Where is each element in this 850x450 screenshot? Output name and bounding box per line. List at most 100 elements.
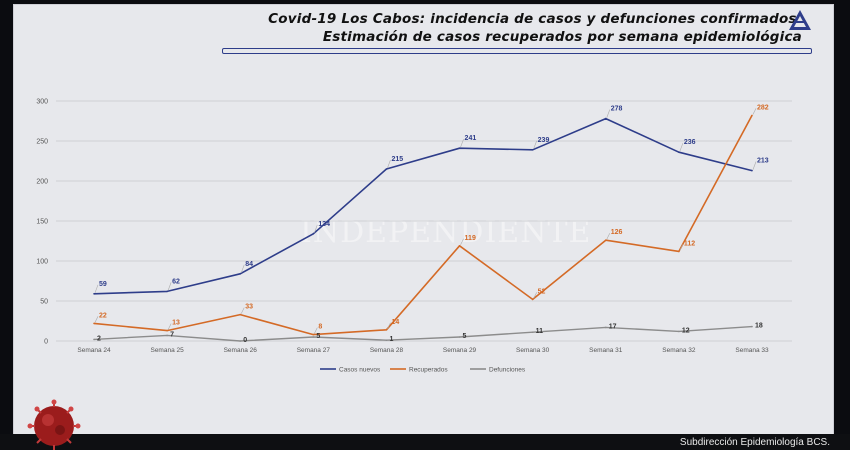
data-point-recuperados [751, 114, 753, 117]
legend-label-defunciones: Defunciones [489, 367, 526, 374]
y-tick-label: 300 [36, 99, 48, 106]
title-line-1: Covid-19 Los Cabos: incidencia de casos … [268, 11, 802, 27]
data-point-defunciones [678, 330, 680, 333]
data-label-leader [167, 282, 172, 291]
data-label-leader [94, 316, 99, 323]
data-label-casos: 62 [172, 278, 180, 285]
data-label-casos: 239 [538, 137, 550, 144]
data-label-leader [167, 323, 172, 330]
data-label-defunciones: 18 [755, 323, 763, 330]
y-tick-label: 250 [36, 139, 48, 146]
data-label-casos: 236 [684, 139, 696, 146]
data-point-recuperados [678, 250, 680, 253]
series-line-defunciones [93, 325, 753, 342]
x-tick-label: Semana 29 [443, 347, 477, 354]
data-label-defunciones: 5 [463, 333, 467, 340]
data-label-casos: 213 [757, 158, 769, 165]
data-label-leader [606, 233, 611, 240]
data-label-leader [606, 109, 611, 118]
data-point-recuperados [166, 329, 168, 332]
data-label-leader [387, 322, 391, 329]
legend-label-casos: Casos nuevos [339, 367, 381, 374]
data-point-casos [312, 233, 315, 235]
data-label-recuperados: 112 [684, 240, 695, 247]
data-point-recuperados [604, 239, 607, 241]
x-tick-label: Semana 32 [662, 347, 696, 354]
y-tick-label: 100 [36, 259, 48, 266]
data-label-defunciones: 11 [536, 328, 544, 335]
data-label-casos: 215 [391, 156, 403, 163]
data-point-casos [458, 147, 461, 149]
data-label-leader [460, 139, 464, 148]
data-label-defunciones: 7 [170, 331, 174, 338]
data-point-defunciones [93, 338, 95, 341]
data-point-casos [93, 293, 95, 295]
data-label-leader [94, 284, 99, 293]
series-line-recuperados [93, 115, 753, 336]
data-point-recuperados [93, 322, 95, 325]
data-label-leader [752, 108, 757, 115]
data-label-leader [240, 307, 245, 314]
legend-label-recuperados: Recuperados [409, 367, 448, 374]
data-point-casos [604, 117, 607, 120]
x-tick-label: Semana 30 [516, 347, 550, 354]
data-point-defunciones [531, 331, 534, 334]
data-point-defunciones [751, 325, 753, 328]
data-point-casos [751, 169, 753, 172]
y-tick-label: 200 [36, 179, 48, 186]
title-underline [222, 48, 812, 54]
slide-background [13, 4, 834, 436]
data-label-recuperados: 33 [245, 304, 253, 311]
data-label-recuperados: 119 [465, 235, 476, 242]
data-label-leader [533, 292, 537, 299]
chart-title: Covid-19 Los Cabos: incidencia de casos … [268, 10, 802, 46]
data-point-casos [678, 151, 680, 153]
y-tick-label: 150 [36, 219, 48, 226]
data-label-recuperados: 8 [318, 324, 322, 331]
x-tick-label: Semana 25 [150, 347, 184, 354]
data-point-casos [385, 168, 388, 170]
title-line-2: Estimación de casos recuperados por sema… [322, 29, 802, 45]
data-label-recuperados: 14 [391, 319, 399, 326]
data-label-defunciones: 2 [97, 335, 101, 342]
data-label-defunciones: 17 [609, 323, 617, 330]
series-line-casos [93, 117, 753, 295]
footer-bar [0, 434, 850, 450]
data-label-leader [679, 143, 684, 152]
data-label-recuperados: 126 [611, 229, 623, 236]
data-label-defunciones: 0 [243, 337, 247, 344]
data-label-leader [314, 224, 318, 233]
triangle-logo-icon [789, 10, 811, 30]
x-tick-label: Semana 24 [77, 347, 111, 354]
data-point-recuperados [458, 245, 461, 247]
data-label-leader [533, 140, 537, 149]
data-label-recuperados: 22 [99, 312, 107, 319]
data-point-recuperados [385, 329, 388, 331]
data-point-casos [531, 149, 534, 151]
x-tick-label: Semana 33 [735, 347, 769, 354]
data-label-defunciones: 12 [682, 327, 690, 334]
data-label-casos: 134 [318, 221, 330, 228]
x-tick-label: Semana 28 [370, 347, 404, 354]
data-label-casos: 59 [99, 281, 107, 288]
data-label-leader [752, 161, 757, 170]
data-point-defunciones [385, 339, 388, 342]
data-label-leader [240, 264, 245, 273]
y-tick-label: 0 [44, 339, 48, 346]
data-label-defunciones: 5 [316, 333, 320, 340]
data-label-recuperados: 13 [172, 320, 180, 327]
data-label-casos: 84 [245, 261, 253, 268]
x-tick-label: Semana 26 [224, 347, 258, 354]
footer-text: Subdirección Epidemiología BCS. [679, 437, 830, 448]
data-label-casos: 241 [465, 135, 477, 142]
coronavirus-icon [27, 399, 81, 450]
data-point-recuperados [312, 333, 315, 336]
data-point-defunciones [312, 336, 315, 338]
data-point-defunciones [458, 336, 461, 338]
data-point-recuperados [239, 313, 242, 316]
y-tick-label: 50 [40, 299, 48, 306]
data-point-recuperados [531, 298, 534, 301]
data-point-casos [239, 273, 242, 275]
data-label-defunciones: 1 [389, 336, 393, 343]
